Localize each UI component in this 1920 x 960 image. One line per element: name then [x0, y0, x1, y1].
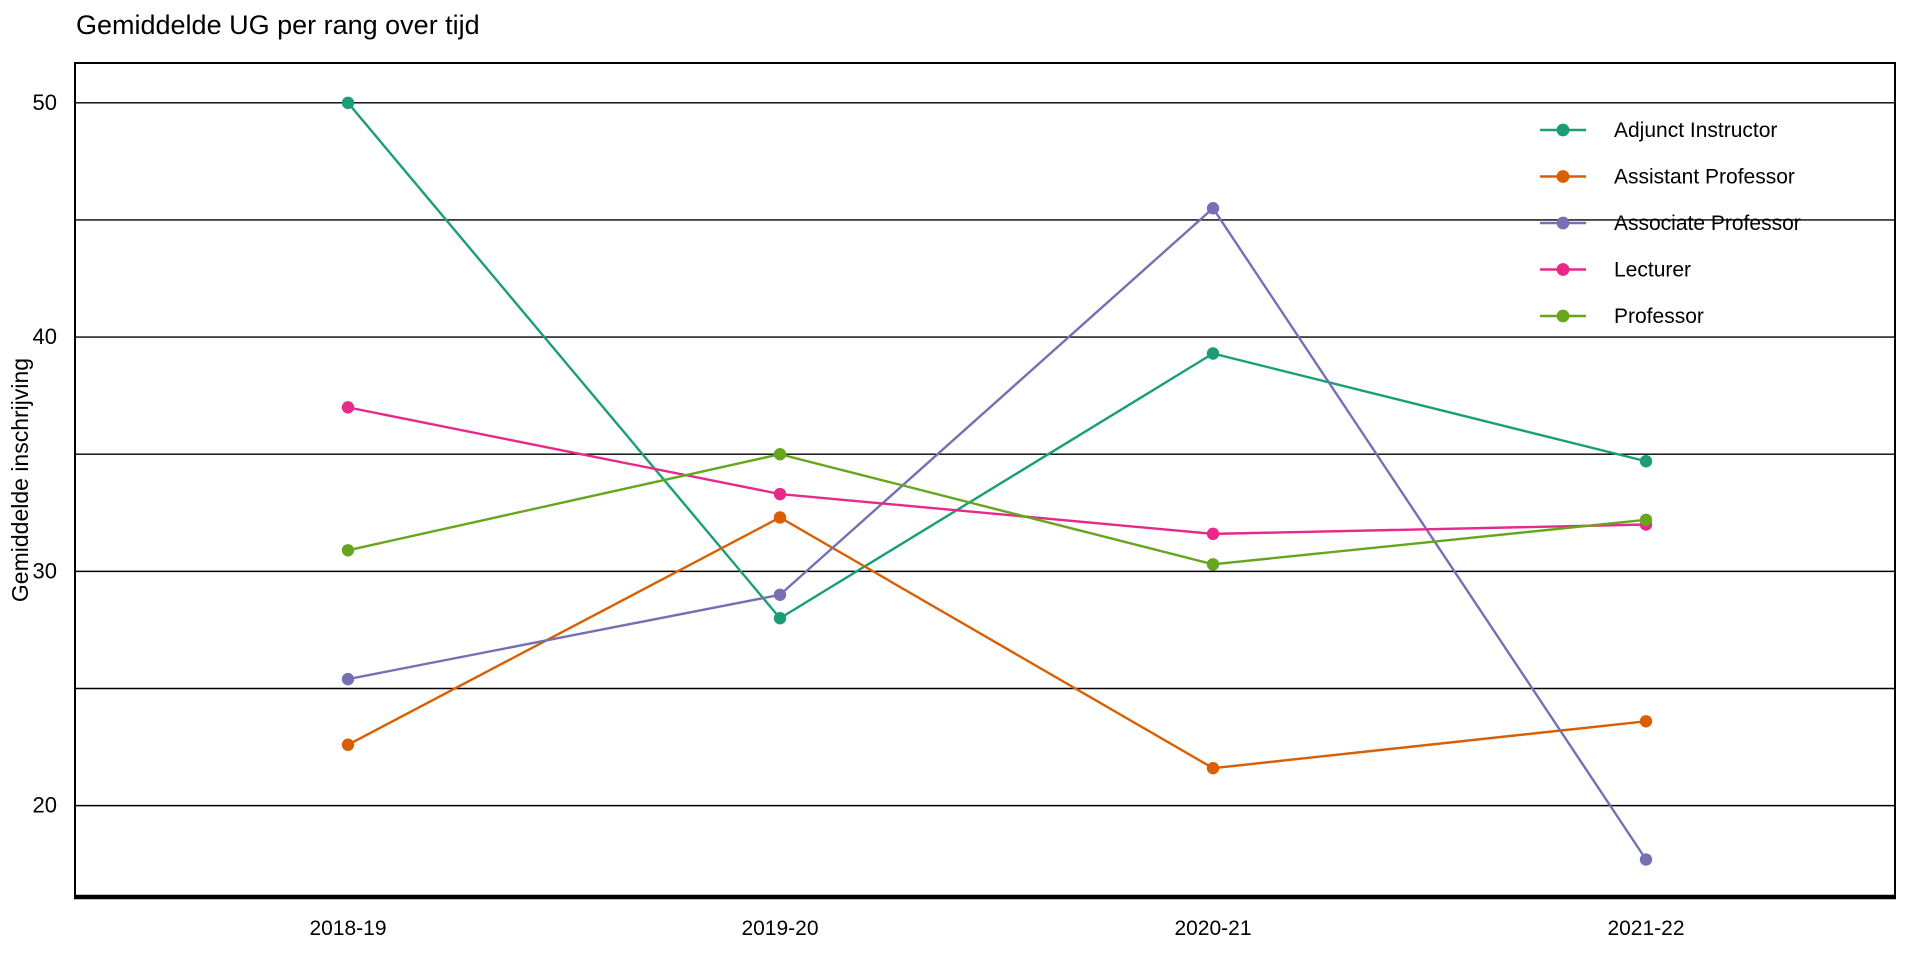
- legend: Adjunct Instructor Assistant Professor Ass…: [1540, 119, 1801, 328]
- data-point: [1206, 347, 1220, 360]
- data-point: [1206, 558, 1220, 571]
- legend-label: Assistant Professor: [1614, 166, 1795, 189]
- chart-title: Gemiddelde UG per rang over tijd: [76, 10, 480, 40]
- y-axis-title: Gemiddelde inschrijving: [7, 358, 33, 602]
- x-tick-label: 2020-21: [1174, 917, 1251, 940]
- gridlines-layer: [75, 102, 1895, 807]
- legend-marker-dot: [1556, 216, 1570, 230]
- legend-label: Professor: [1614, 305, 1704, 328]
- legend-label: Associate Professor: [1614, 212, 1801, 235]
- y-tick-label: 20: [33, 793, 57, 818]
- legend-marker-dot: [1556, 123, 1570, 137]
- y-tick-label: 50: [33, 90, 57, 115]
- data-point: [773, 448, 787, 461]
- data-point: [1639, 853, 1653, 866]
- legend-label: Lecturer: [1614, 259, 1691, 282]
- y-tick-label: 40: [33, 324, 57, 349]
- data-point: [1206, 202, 1220, 215]
- data-point: [341, 96, 355, 110]
- legend-item: Professor: [1540, 305, 1704, 328]
- data-point: [1639, 513, 1653, 527]
- legend-item: Adjunct Instructor: [1540, 119, 1777, 142]
- x-tick-label: 2019-20: [741, 917, 818, 940]
- series-line-lecturer: [347, 406, 1647, 536]
- x-tick-label: 2021-22: [1607, 917, 1684, 940]
- legend-marker-dot: [1556, 263, 1570, 276]
- y-tick-label: 30: [33, 558, 57, 583]
- data-point: [1639, 455, 1653, 468]
- x-tick-label: 2018-19: [309, 917, 386, 940]
- panel-frame-layer: [74, 62, 1896, 900]
- data-point: [1639, 715, 1653, 728]
- legend-item: Associate Professor: [1540, 212, 1801, 235]
- data-point: [341, 544, 355, 557]
- legend-marker-dot: [1556, 309, 1570, 323]
- data-point: [773, 612, 787, 625]
- axis-labels-layer: 20 30 40 50 2018-19 2019-20 2020-21 2021-22: [33, 90, 1685, 940]
- data-point: [1206, 527, 1220, 541]
- data-point: [341, 672, 355, 686]
- legend-label: Adjunct Instructor: [1614, 119, 1777, 142]
- data-point: [773, 511, 787, 524]
- data-point: [773, 487, 787, 501]
- data-point: [341, 738, 355, 751]
- series-line-assistant-professor: [347, 516, 1647, 770]
- legend-item: Lecturer: [1540, 259, 1691, 282]
- data-point: [1206, 761, 1220, 775]
- series-line-associate-professor: [347, 207, 1647, 861]
- series-layer: [341, 96, 1653, 866]
- legend-marker-dot: [1556, 170, 1570, 183]
- data-point: [341, 401, 355, 414]
- series-line-adjunct-instructor: [347, 102, 1647, 620]
- data-point: [773, 588, 787, 601]
- series-line-professor: [347, 453, 1647, 566]
- legend-item: Assistant Professor: [1540, 166, 1795, 189]
